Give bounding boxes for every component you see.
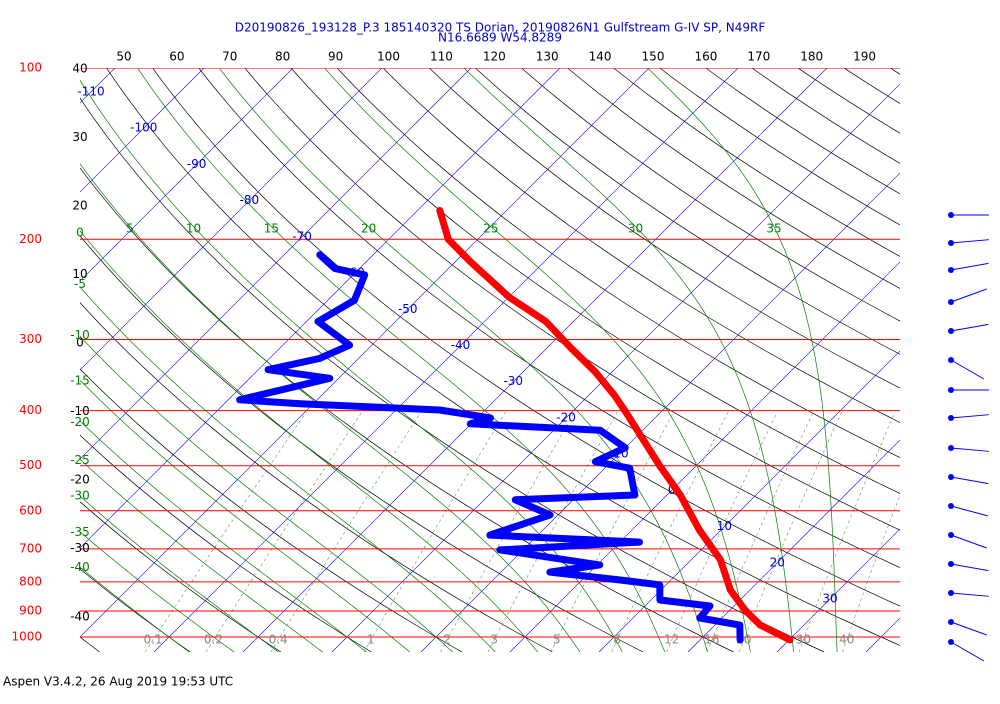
- moist-adiabat-label: -20: [70, 415, 90, 429]
- y-tick-label: 1000: [11, 630, 42, 644]
- mixing-ratio-label: 2: [443, 633, 451, 647]
- mixing-ratio-label: 5: [553, 633, 561, 647]
- isotherm-label: -30: [503, 374, 523, 388]
- y-tick-label: 500: [19, 458, 42, 472]
- theta-label: 160: [694, 50, 717, 64]
- moist-adiabat-label: 25: [483, 222, 498, 236]
- theta-label: 190: [853, 50, 876, 64]
- isotherm-label: -90: [187, 157, 207, 171]
- isotherm-label: -110: [77, 85, 104, 99]
- mixing-ratio-label: 30: [796, 633, 811, 647]
- moist-adiabat-label: -15: [70, 374, 90, 388]
- mixing-ratio-label: 0.4: [269, 633, 288, 647]
- mixing-ratio-label: 8: [613, 633, 621, 647]
- moist-adiabat-label: 30: [628, 222, 643, 236]
- theta-label: 70: [222, 50, 237, 64]
- y-tick-label: 200: [19, 232, 42, 246]
- y-tick-label: 300: [19, 332, 42, 346]
- moist-adiabat-label: 5: [126, 222, 134, 236]
- moist-adiabat-label: 15: [264, 222, 279, 236]
- isotherm-label: -70: [292, 229, 312, 243]
- moist-adiabat-label: 35: [766, 222, 781, 236]
- mixing-ratio-label: 1: [367, 633, 375, 647]
- moist-adiabat-label: -30: [70, 488, 90, 502]
- moist-adiabat-label: -40: [70, 560, 90, 574]
- isotherm-label: 10: [717, 519, 732, 533]
- mixing-ratio-label: 16: [704, 633, 719, 647]
- theta-label: 170: [747, 50, 770, 64]
- theta-label: 120: [483, 50, 506, 64]
- left-scale-label: 20: [72, 199, 87, 213]
- theta-label: 90: [328, 50, 343, 64]
- isotherm-label: 30: [822, 592, 837, 606]
- moist-adiabat-label: 20: [361, 222, 376, 236]
- theta-label: 60: [169, 50, 184, 64]
- mixing-ratio-label: 0.2: [204, 633, 223, 647]
- isotherm-label: -100: [130, 121, 157, 135]
- y-tick-label: 800: [19, 574, 42, 588]
- theta-label: 80: [275, 50, 290, 64]
- isotherm-label: -80: [240, 193, 260, 207]
- isotherm-label: -50: [398, 302, 418, 316]
- left-scale-label: -30: [70, 541, 90, 555]
- isotherm-label: -40: [451, 338, 471, 352]
- moist-adiabat-label: -10: [70, 328, 90, 342]
- y-tick-label: 100: [19, 61, 42, 75]
- mixing-ratio-label: 40: [839, 633, 854, 647]
- left-scale-label: 40: [72, 62, 87, 76]
- isotherm-label: -20: [556, 410, 576, 424]
- theta-label: 110: [430, 50, 453, 64]
- theta-label: 150: [642, 50, 665, 64]
- isotherm-label: 20: [770, 555, 785, 569]
- y-tick-label: 400: [19, 403, 42, 417]
- mixing-ratio-label: 3: [490, 633, 498, 647]
- moist-adiabat-label: 10: [186, 222, 201, 236]
- chart-subtitle: N16.6689 W54.8289: [438, 31, 562, 45]
- theta-label: 50: [116, 50, 131, 64]
- y-tick-label: 600: [19, 503, 42, 517]
- theta-label: 130: [536, 50, 559, 64]
- moist-adiabat-label: 0: [76, 226, 84, 240]
- theta-label: 140: [589, 50, 612, 64]
- y-tick-label: 900: [19, 603, 42, 617]
- theta-label: 180: [800, 50, 823, 64]
- moist-adiabat-label: -35: [70, 525, 90, 539]
- left-scale-label: -40: [70, 610, 90, 624]
- mixing-ratio-label: 12: [664, 633, 679, 647]
- mixing-ratio-label: 0.1: [143, 633, 162, 647]
- moist-adiabat-label: -5: [74, 277, 86, 291]
- moist-adiabat-label: -25: [70, 453, 90, 467]
- footer: Aspen V3.4.2, 26 Aug 2019 19:53 UTC: [3, 675, 233, 689]
- y-tick-label: 700: [19, 541, 42, 555]
- left-scale-label: 30: [72, 130, 87, 144]
- left-scale-label: -20: [70, 473, 90, 487]
- theta-label: 100: [377, 50, 400, 64]
